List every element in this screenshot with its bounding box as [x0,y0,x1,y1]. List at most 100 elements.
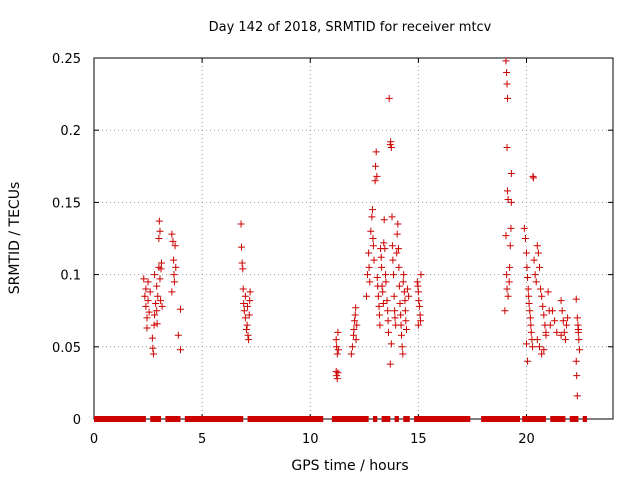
zero-value-segment [481,416,521,422]
zero-value-segment [165,416,181,422]
data-point [374,292,382,300]
data-point [351,311,359,319]
data-point [143,324,151,332]
data-point [402,317,410,325]
data-point [387,144,395,152]
data-point [351,317,359,325]
y-tick-labels: 0 0.05 0.1 0.15 0.2 0.25 [52,52,81,428]
data-point [523,249,530,257]
data-point [241,314,249,322]
data-point [365,263,373,271]
x-tick-label: 20 [518,432,535,447]
data-point [387,138,395,146]
data-point [367,227,375,235]
data-point [169,237,177,245]
zero-value-segment [414,416,471,422]
data-point [146,288,154,296]
zero-value-segment [372,416,378,422]
zero-value-segment [381,416,391,422]
data-point [151,271,159,279]
data-point [333,350,341,358]
data-point [385,94,393,102]
data-point [391,307,399,315]
data-point [417,317,425,325]
data-point [397,311,405,319]
x-tick-labels: 0 5 10 15 20 [90,432,535,447]
data-point [177,305,184,313]
data-point [572,295,580,303]
data-point [395,263,403,271]
data-point [145,308,153,316]
data-point [544,288,552,296]
data-point [503,80,511,88]
zero-value-band [94,416,588,422]
data-point [553,328,561,336]
data-point [240,307,248,315]
data-point [362,292,370,300]
data-point [417,271,425,279]
data-point [397,321,405,329]
data-point [379,299,387,307]
data-point [153,307,161,315]
data-point [334,369,342,377]
data-point [369,242,377,250]
data-point [400,288,408,296]
data-point [501,307,509,315]
data-point [364,271,372,279]
data-point [538,350,546,358]
data-point [170,271,178,279]
data-point [177,346,184,354]
data-point [505,278,513,286]
data-point [390,292,398,300]
data-point [530,256,538,264]
data-point [371,177,379,185]
data-point [144,278,152,286]
data-point [384,317,392,325]
data-point [529,174,537,182]
data-point [149,350,157,358]
data-point [382,271,390,279]
data-point [503,68,511,76]
data-point [372,148,380,156]
data-point [394,245,402,253]
data-point [333,372,341,380]
data-point [521,235,529,242]
x-tick-label: 0 [90,432,98,447]
data-point [347,350,355,358]
data-point [334,328,342,336]
data-point [529,343,537,351]
data-point [393,230,401,238]
data-point [238,259,246,267]
data-point [151,311,159,319]
zero-value-segment [550,416,566,422]
data-point [557,297,565,305]
data-point [531,271,539,279]
data-point [386,360,394,368]
data-point [375,311,383,319]
data-point [414,282,422,290]
data-point [334,346,342,354]
data-point [370,256,378,264]
data-point [244,331,252,339]
data-point [503,94,511,102]
data-point [389,256,397,264]
data-point [503,144,511,152]
data-point [387,340,395,348]
data-point [546,321,554,329]
data-point [503,271,511,279]
data-point [504,196,512,204]
data-point [373,172,381,180]
data-point [575,336,583,344]
data-point [246,297,254,305]
data-point [575,346,583,354]
x-tick-label: 15 [410,432,427,447]
data-point [394,220,402,228]
y-tick-label: 0.1 [60,269,81,284]
data-point [396,299,404,307]
data-point [563,321,571,329]
data-point [378,282,386,290]
zero-value-segment [150,416,162,422]
data-point [507,170,515,178]
